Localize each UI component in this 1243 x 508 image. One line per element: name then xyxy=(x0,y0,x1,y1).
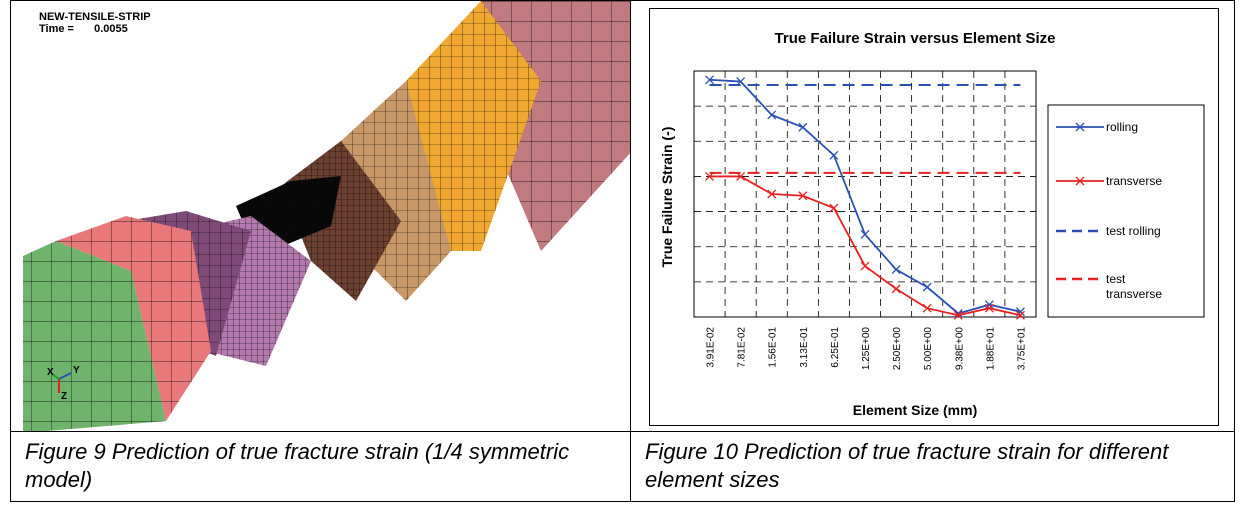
data-point-transverse xyxy=(984,303,994,313)
data-point-rolling xyxy=(984,300,994,310)
time-label: Time = xyxy=(39,23,74,35)
figure-10-caption: Figure 10 Prediction of true fracture st… xyxy=(631,432,1235,502)
legend-label-rolling: rolling xyxy=(1106,120,1138,134)
legend-label-transverse: transverse xyxy=(1106,174,1162,188)
y-axis-title: True Failure Strain (-) xyxy=(659,127,675,268)
x-tick-label: 1.88E+01 xyxy=(985,327,996,371)
legend-label-test-rolling: test rolling xyxy=(1106,224,1161,238)
legend-marker-rolling xyxy=(1075,122,1085,132)
x-axis-title: Element Size (mm) xyxy=(853,402,977,418)
x-tick-label: 9.38E+00 xyxy=(954,327,965,371)
data-point-rolling xyxy=(767,110,777,120)
data-point-transverse xyxy=(798,191,808,201)
data-point-transverse xyxy=(829,203,839,213)
x-tick-label: 5.00E+00 xyxy=(923,327,934,371)
chart-legend: rolling transverse test rolling test transve… xyxy=(1047,104,1205,318)
x-tick-label: 7.81E-02 xyxy=(737,327,748,368)
x-tick-label: 1.56E-01 xyxy=(768,327,779,368)
data-point-rolling xyxy=(891,265,901,275)
legend-marker-transverse xyxy=(1075,176,1085,186)
figure-9-caption: Figure 9 Prediction of true fracture str… xyxy=(10,432,631,502)
x-tick-label: 6.25E-01 xyxy=(830,327,841,368)
data-point-transverse xyxy=(922,303,932,313)
axis-x-label: X xyxy=(47,367,54,378)
simulation-panel: X Y Z NEW-TENSILE-STRIP Time = 0.0055 xyxy=(10,0,631,432)
data-point-rolling xyxy=(798,122,808,132)
x-tick-label: 3.13E-01 xyxy=(799,327,810,368)
data-point-rolling xyxy=(953,309,963,318)
data-point-rolling xyxy=(860,229,870,239)
axis-z-label: Z xyxy=(61,391,67,402)
mesh-segment-orange xyxy=(406,1,541,251)
simulation-header: NEW-TENSILE-STRIP Time = 0.0055 xyxy=(39,11,151,35)
failure-strain-chart: True Failure Strain versus Element Size … xyxy=(659,30,1205,418)
data-point-transverse xyxy=(860,261,870,271)
data-point-transverse xyxy=(1015,310,1025,320)
x-tick-label: 3.91E-02 xyxy=(706,327,717,368)
data-point-transverse xyxy=(953,310,963,320)
x-tick-label: 3.75E+01 xyxy=(1016,327,1027,371)
plot-border xyxy=(693,70,1037,318)
data-point-rolling xyxy=(922,282,932,292)
data-point-rolling xyxy=(705,75,715,85)
model-name: NEW-TENSILE-STRIP xyxy=(39,11,151,23)
plot-area: 3.91E-02 7.81E-02 1.56E-01 3.13E-01 6.25E-01… xyxy=(693,70,1037,371)
time-value: 0.0055 xyxy=(94,23,128,35)
mesh-segment-salmon xyxy=(56,216,211,421)
legend-label-test-transverse: test transverse xyxy=(1106,272,1162,301)
tensile-strip-render: X Y Z xyxy=(23,1,630,431)
legend-box xyxy=(1047,104,1205,318)
axis-y-label: Y xyxy=(73,365,80,376)
axis-triad-icon: X Y Z xyxy=(47,365,80,402)
chart-frame: True Failure Strain versus Element Size … xyxy=(649,8,1219,426)
data-point-rolling xyxy=(829,150,839,160)
x-tick-label: 1.25E+00 xyxy=(861,327,872,371)
data-point-transverse xyxy=(891,284,901,294)
chart-title: True Failure Strain versus Element Size xyxy=(775,30,1056,47)
x-tick-label: 2.50E+00 xyxy=(892,327,903,371)
data-point-transverse xyxy=(767,189,777,199)
time-readout: Time = 0.0055 xyxy=(39,23,151,35)
